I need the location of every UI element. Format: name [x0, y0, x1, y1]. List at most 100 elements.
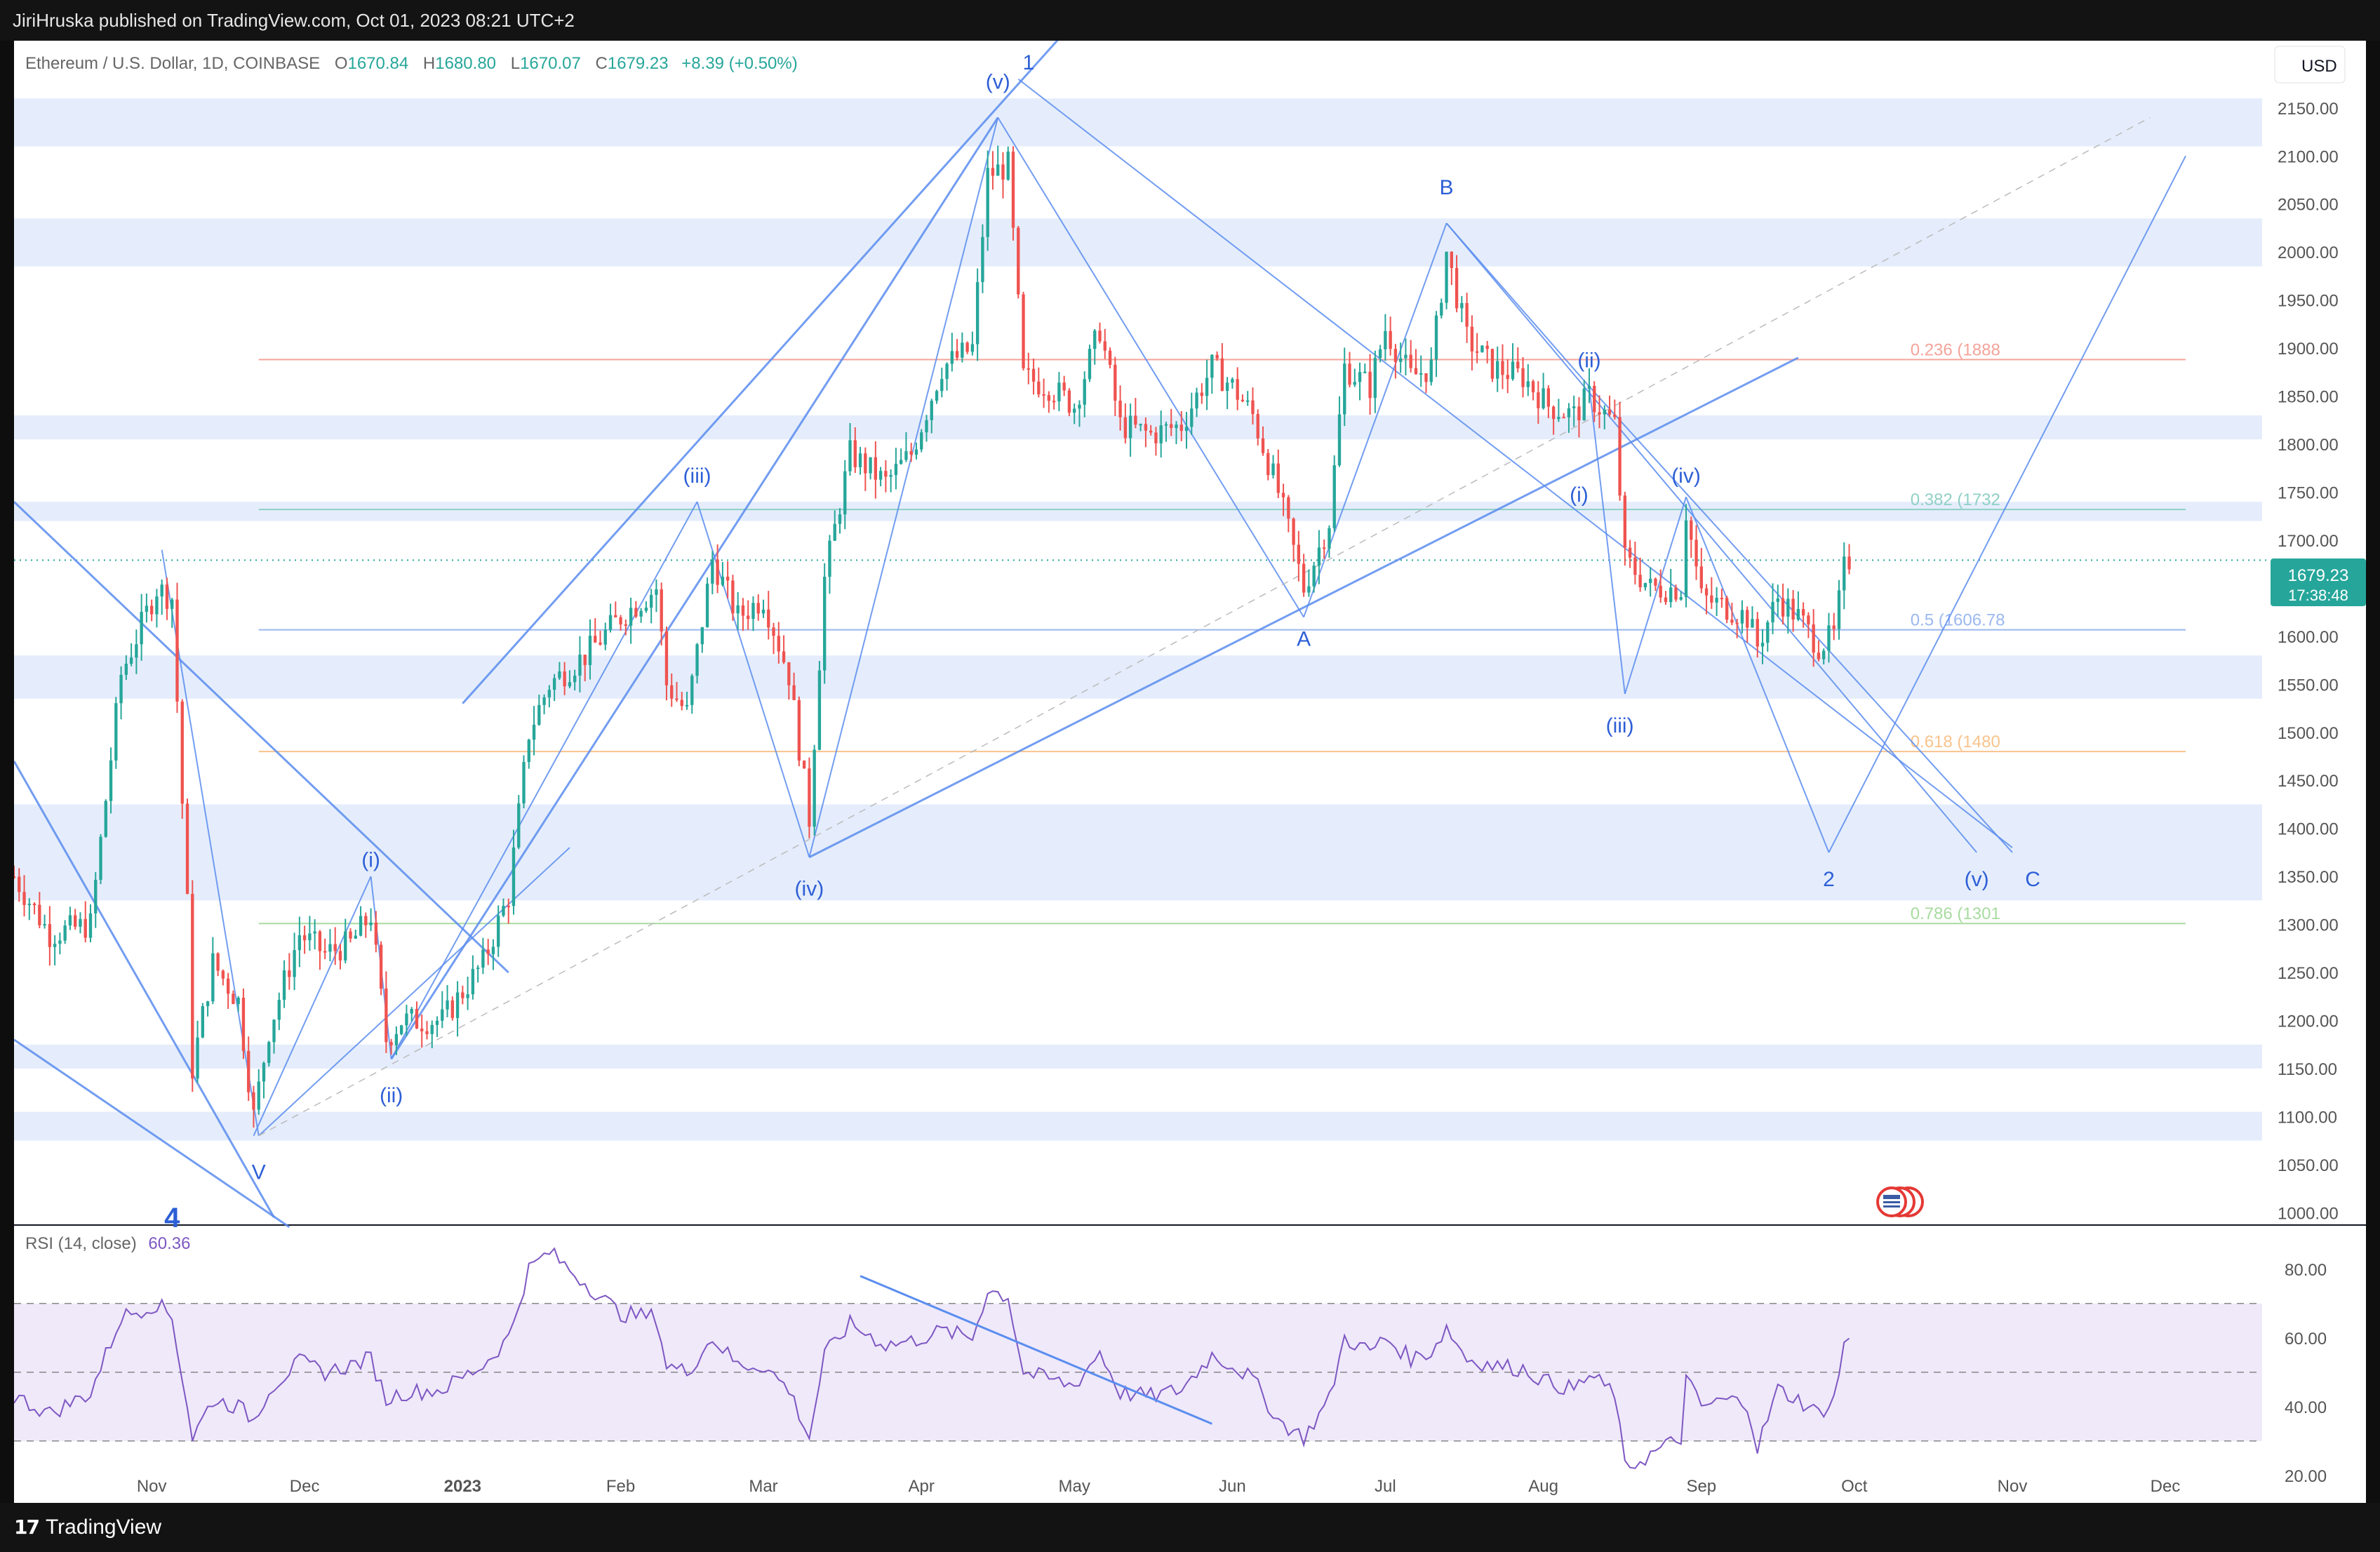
wave-label: B — [1440, 176, 1454, 199]
legend: Ethereum / U.S. Dollar, 1D, COINBASE O16… — [25, 54, 798, 73]
wave-label: (ii) — [1577, 349, 1600, 372]
candle-body — [619, 617, 622, 624]
candle-body — [782, 651, 786, 662]
fib-label: 0.382 (1732 — [1911, 490, 2000, 509]
candle-body — [262, 1063, 266, 1082]
candle-body — [83, 918, 87, 938]
candle-body — [446, 1000, 449, 1010]
wave-line — [1828, 155, 2186, 853]
candle-body — [1715, 598, 1718, 603]
candle-body — [1042, 394, 1045, 396]
rsi-tick-label: 80.00 — [2285, 1261, 2327, 1280]
wave-labels-layer: 1 (v) (iii) (i) (ii) (iv) V 4 B A (ii) (i) (iii) (iv)… — [164, 51, 2040, 1233]
legend-l-value: 1670.07 — [520, 54, 581, 73]
candle-body — [1241, 399, 1245, 401]
candle-body — [899, 460, 903, 464]
candle-body — [802, 761, 806, 769]
candle-body — [884, 471, 888, 477]
axes-layer: 2200.002150.002100.002050.002000.001950.… — [137, 51, 2339, 1496]
candle-body — [1114, 364, 1117, 401]
candle-body — [981, 236, 984, 283]
candle-body — [344, 931, 347, 961]
candle-body — [1037, 381, 1041, 395]
candle-body — [1047, 395, 1051, 401]
x-tick-label: Dec — [290, 1477, 320, 1496]
wave-label: (v) — [1965, 868, 1989, 891]
y-tick-label: 1600.00 — [2278, 628, 2339, 647]
candle-body — [175, 599, 179, 702]
candle-body — [1607, 409, 1612, 415]
y-tick-label: 1750.00 — [2278, 483, 2339, 502]
candle-body — [394, 1033, 399, 1045]
legend-c-value: 1679.23 — [608, 54, 669, 73]
candle-body — [1557, 417, 1560, 420]
chart-area[interactable]: 0.236 (1888 0.382 (1732 0.5 (1606.78 0.618 … — [14, 41, 2366, 1503]
y-tick-label: 2150.00 — [2278, 100, 2339, 119]
candle-body — [594, 636, 597, 643]
candle-body — [318, 931, 322, 951]
legend-symbol: Ethereum / U.S. Dollar, 1D, COINBASE — [25, 54, 320, 73]
candle-body — [1679, 597, 1683, 600]
candle-body — [558, 671, 561, 678]
candle-body — [965, 342, 969, 352]
candle-body — [1144, 424, 1148, 431]
fib-label: 0.786 (1301 — [1911, 904, 2000, 923]
candle-body — [935, 391, 939, 401]
candle-body — [1343, 363, 1346, 415]
candle-body — [1776, 598, 1779, 602]
candle-body — [308, 933, 312, 941]
footer-bar: 17 TradingView — [0, 1503, 2380, 1552]
candle-body — [1175, 424, 1178, 428]
candle-body — [833, 523, 836, 541]
candle-body — [1455, 267, 1459, 309]
event-flag-icon[interactable] — [1876, 1186, 1924, 1217]
candle-body — [441, 1009, 444, 1021]
currency-button[interactable]: USD — [2274, 46, 2346, 83]
tradingview-logo[interactable]: 17 TradingView — [14, 1503, 161, 1552]
candle-body — [1817, 653, 1821, 660]
candle-body — [792, 685, 796, 700]
candle-body — [43, 924, 46, 926]
candle-body — [1348, 363, 1351, 385]
candle-body — [1281, 493, 1285, 497]
candle-body — [705, 583, 709, 627]
candle-body — [1358, 372, 1362, 382]
wave-line — [808, 356, 1799, 859]
wave-label: 2 — [1823, 868, 1835, 891]
candle-body — [1297, 544, 1301, 564]
candle-body — [1521, 368, 1525, 387]
candle-body — [1378, 349, 1382, 359]
candle-body — [1088, 349, 1092, 380]
candle-body — [797, 700, 801, 761]
candle-body — [313, 931, 316, 934]
candle-body — [74, 915, 77, 927]
candle-body — [1302, 563, 1306, 593]
candle-body — [171, 599, 174, 609]
candle-body — [48, 924, 52, 947]
wave-line — [390, 116, 999, 1060]
wave-line — [14, 761, 275, 1218]
candle-body — [1434, 315, 1438, 360]
candle-body — [608, 615, 613, 630]
candle-body — [1603, 409, 1606, 415]
candle-body — [288, 970, 291, 977]
candle-body — [1756, 619, 1759, 647]
wave-line — [1685, 496, 1830, 853]
candle-body — [369, 922, 373, 925]
candle-body — [99, 836, 102, 881]
candle-body — [471, 968, 475, 995]
candle-body — [1664, 597, 1668, 603]
candle-body — [599, 642, 602, 645]
candle-body — [823, 577, 827, 671]
candle-body — [1720, 598, 1724, 600]
currency-button-box[interactable] — [2274, 46, 2346, 83]
chart-svg[interactable]: 0.236 (1888 0.382 (1732 0.5 (1606.78 0.618 … — [14, 41, 2366, 1503]
candle-body — [1628, 547, 1632, 558]
currency-button-label[interactable]: USD — [2301, 57, 2337, 76]
candle-body — [1760, 643, 1765, 647]
candle-body — [940, 379, 944, 392]
wave-line — [1303, 222, 1448, 617]
candle-body — [1796, 609, 1800, 620]
candle-body — [1287, 497, 1290, 519]
candle-body — [359, 916, 363, 936]
